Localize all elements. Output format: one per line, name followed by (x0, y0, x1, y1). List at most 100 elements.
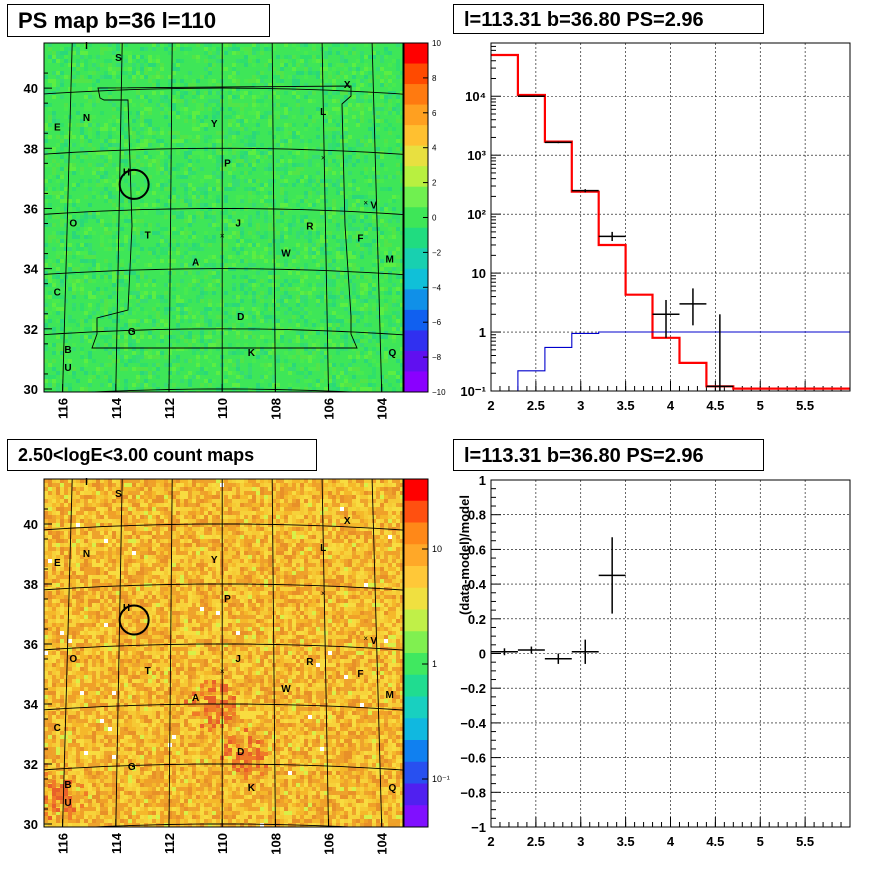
ps-pixel (44, 163, 48, 167)
ps-pixel (136, 95, 140, 99)
count-pixel (180, 523, 184, 527)
ps-pixel (228, 235, 232, 239)
ps-pixel (392, 91, 396, 95)
ps-pixel (276, 55, 280, 59)
count-pixel (376, 519, 380, 523)
ps-pixel (368, 275, 372, 279)
ps-pixel (168, 363, 172, 367)
ps-pixel (328, 143, 332, 147)
count-pixel (48, 499, 52, 503)
ps-pixel (264, 351, 268, 355)
ps-pixel (316, 155, 320, 159)
count-pixel (288, 487, 292, 491)
ps-pixel (340, 187, 344, 191)
ps-pixel (96, 307, 100, 311)
count-pixel (368, 479, 372, 483)
ps-pixel (280, 303, 284, 307)
ps-pixel (368, 55, 372, 59)
count-pixel (236, 507, 240, 511)
ps-pixel (112, 143, 116, 147)
ps-pixel (280, 283, 284, 287)
count-pixel (396, 499, 400, 503)
ps-pixel (336, 295, 340, 299)
ps-pixel (280, 231, 284, 235)
count-pixel (244, 479, 248, 483)
ps-pixel (80, 215, 84, 219)
ps-pixel (328, 95, 332, 99)
ps-pixel (392, 299, 396, 303)
ps-pixel (368, 83, 372, 87)
ps-pixel (104, 335, 108, 339)
ps-pixel (368, 243, 372, 247)
ps-pixel (292, 223, 296, 227)
count-pixel (132, 515, 136, 519)
ps-pixel (112, 279, 116, 283)
ps-pixel (132, 183, 136, 187)
ps-pixel (396, 59, 400, 63)
ps-pixel (156, 203, 160, 207)
ps-pixel (188, 223, 192, 227)
ps-pixel (232, 255, 236, 259)
ps-pixel (348, 279, 352, 283)
count-pixel (156, 507, 160, 511)
count-pixel (164, 495, 168, 499)
ps-pixel (204, 187, 208, 191)
ps-pixel (280, 155, 284, 159)
ps-pixel (392, 387, 396, 391)
count-pixel (88, 499, 92, 503)
ps-pixel (348, 147, 352, 151)
count-pixel (340, 479, 344, 483)
count-pixel (244, 515, 248, 519)
ps-pixel (336, 155, 340, 159)
ps-pixel (328, 83, 332, 87)
ps-pixel (104, 123, 108, 127)
ps-pixel (388, 211, 392, 215)
ps-pixel (80, 75, 84, 79)
ps-pixel (184, 191, 188, 195)
ps-pixel (380, 107, 384, 111)
count-pixel (148, 519, 152, 523)
ps-pixel (160, 327, 164, 331)
ps-pixel (212, 331, 216, 335)
ps-pixel (132, 359, 136, 363)
ps-pixel (156, 155, 160, 159)
ps-pixel (224, 199, 228, 203)
ps-pixel (332, 371, 336, 375)
ps-pixel (244, 375, 248, 379)
ps-pixel (188, 215, 192, 219)
ps-pixel (60, 327, 64, 331)
ps-pixel (236, 95, 240, 99)
count-pixel (80, 515, 84, 519)
ps-pixel (328, 179, 332, 183)
ps-pixel (328, 159, 332, 163)
ps-pixel (344, 387, 348, 391)
ps-pixel (76, 59, 80, 63)
ps-pixel (184, 99, 188, 103)
ps-pixel (192, 203, 196, 207)
ps-pixel (344, 119, 348, 123)
ps-pixel (96, 179, 100, 183)
ps-pixel (116, 43, 120, 47)
ps-pixel (160, 111, 164, 115)
ps-pixel (148, 375, 152, 379)
ps-pixel (360, 115, 364, 119)
count-pixel (72, 519, 76, 523)
ps-pixel (252, 251, 256, 255)
ps-pixel (144, 379, 148, 383)
ps-pixel (60, 367, 64, 371)
count-pixel (68, 487, 72, 491)
ps-pixel (356, 195, 360, 199)
ps-pixel (216, 179, 220, 183)
ps-pixel (180, 59, 184, 63)
count-pixel (256, 511, 260, 515)
count-pixel (76, 479, 80, 483)
ps-pixel (128, 291, 132, 295)
ps-pixel (96, 95, 100, 99)
ps-pixel (232, 311, 236, 315)
spectrum-y-tick-label: 10⁻¹ (460, 384, 486, 399)
count-pixel (188, 491, 192, 495)
count-pixel (60, 495, 64, 499)
count-pixel (156, 515, 160, 519)
ps-pixel (96, 99, 100, 103)
ps-pixel (92, 231, 96, 235)
